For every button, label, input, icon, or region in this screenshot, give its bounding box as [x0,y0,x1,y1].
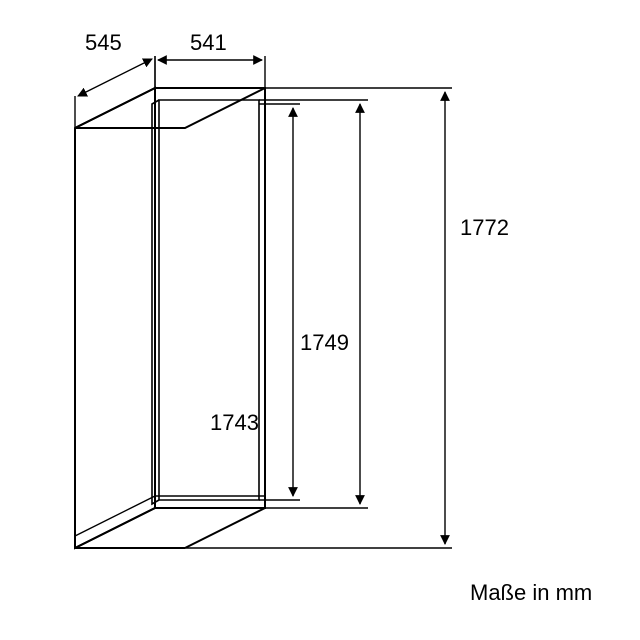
dim-depth [75,56,155,128]
appliance-body [75,88,265,548]
units-caption: Maße in mm [470,580,592,605]
dimension-diagram: 545 541 1772 1749 1743 Maße in mm [0,0,640,640]
dim-height-door-label: 1743 [210,410,259,435]
dim-depth-label: 545 [85,30,122,55]
dim-height-inner-label: 1749 [300,330,349,355]
dim-height-total [185,88,452,548]
dim-height-inner [259,100,368,508]
dim-width-label: 541 [190,30,227,55]
dim-width [155,56,265,88]
dim-height-total-label: 1772 [460,215,509,240]
